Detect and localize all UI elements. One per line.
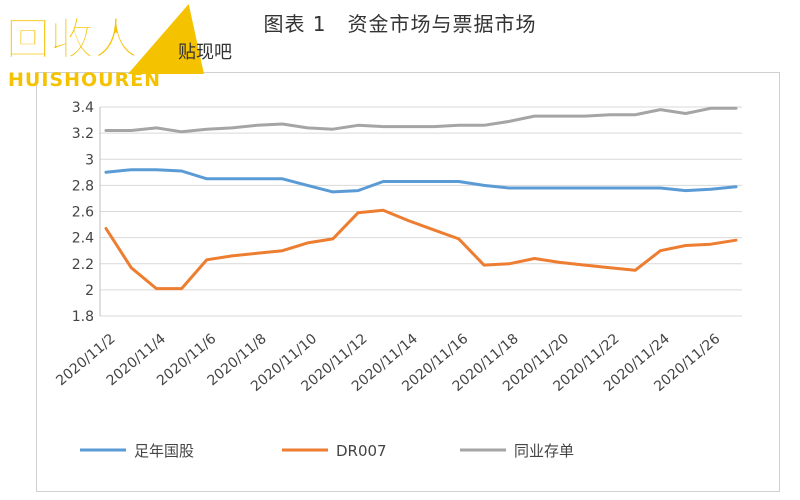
series-line-2: [104, 106, 738, 134]
y-tick-label: 1.8: [72, 309, 94, 325]
site-watermark: 贴现吧 回收人 HUISHOUREN: [6, 4, 232, 91]
legend-label-1: DR007: [336, 442, 387, 460]
y-tick-label: 2.8: [72, 178, 94, 194]
series-line-1: [104, 208, 738, 291]
watermark-title: 回收人: [6, 14, 138, 65]
y-tick-label: 2.4: [72, 231, 94, 247]
legend-label-0: 足年国股: [134, 442, 194, 460]
watermark-subtitle: HUISHOUREN: [8, 69, 161, 91]
y-tick-label: 3: [85, 152, 94, 168]
y-tick-label: 2.2: [72, 257, 94, 273]
series-line-0: [104, 168, 738, 194]
x-tick-labels: 2020/11/22020/11/42020/11/62020/11/82020…: [53, 331, 723, 395]
y-tick-label: 3.4: [72, 100, 94, 116]
y-tick-label: 2: [85, 283, 94, 299]
chart-frame: [36, 72, 780, 492]
chart-legend: 足年国股 DR007 同业存单: [80, 442, 574, 460]
grid-lines: [99, 106, 742, 317]
y-tick-label: 2.6: [72, 205, 94, 221]
watermark-overlay-text: 贴现吧: [178, 42, 232, 63]
legend-label-2: 同业存单: [514, 442, 574, 460]
watermark-logo-shape: [127, 4, 204, 74]
page-title: 图表 1 资金市场与票据市场: [263, 12, 537, 36]
y-tick-label: 3.2: [72, 126, 94, 142]
series-lines: [104, 106, 738, 291]
y-tick-labels: 3.4 3.2 3 2.8 2.6 2.4 2.2 2 1.8: [72, 100, 94, 325]
